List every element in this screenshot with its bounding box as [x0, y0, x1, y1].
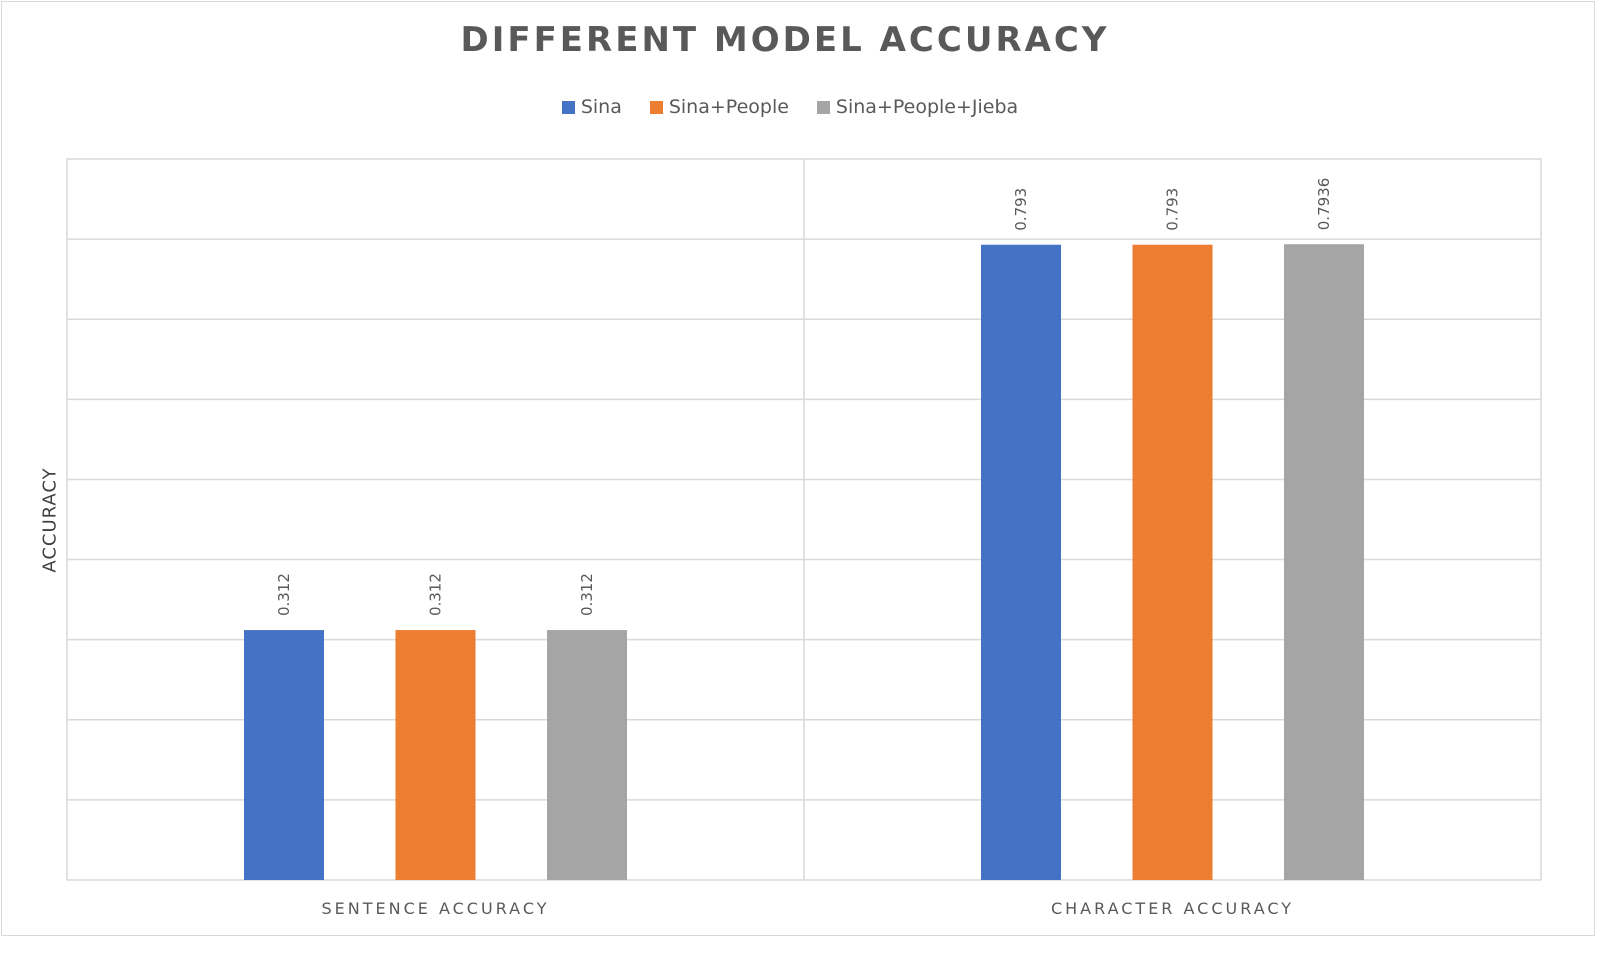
legend-item-sina-people: Sina+People [649, 96, 789, 118]
chart-title: DIFFERENT MODEL ACCURACY [460, 20, 1110, 60]
data-label: 0.7936 [1315, 178, 1333, 231]
bar [1284, 244, 1364, 880]
legend-item-sina: Sina [561, 96, 622, 118]
x-tick-label: CHARACTER ACCURACY [1051, 899, 1294, 918]
legend-label-sina: Sina [580, 96, 622, 118]
data-label: 0.312 [275, 573, 293, 616]
data-label: 0.793 [1012, 188, 1030, 231]
bar [547, 630, 627, 880]
bar [1132, 244, 1213, 881]
data-label: 0.312 [578, 573, 596, 616]
legend: Sina Sina+People Sina+People+Jieba [0, 96, 1580, 118]
bar [981, 244, 1061, 881]
x-tick-label: SENTENCE ACCURACY [322, 899, 550, 918]
legend-label-sina-people-jieba: Sina+People+Jieba [835, 96, 1019, 118]
legend-swatch-sina [561, 100, 575, 114]
bar [395, 630, 476, 880]
data-label: 0.793 [1164, 188, 1182, 231]
bar [244, 630, 324, 880]
legend-label-sina-people: Sina+People [668, 96, 789, 118]
data-label: 0.312 [427, 573, 445, 616]
legend-swatch-sina-people [649, 100, 663, 114]
legend-item-sina-people-jieba: Sina+People+Jieba [816, 96, 1019, 118]
legend-swatch-sina-people-jieba [816, 100, 830, 114]
